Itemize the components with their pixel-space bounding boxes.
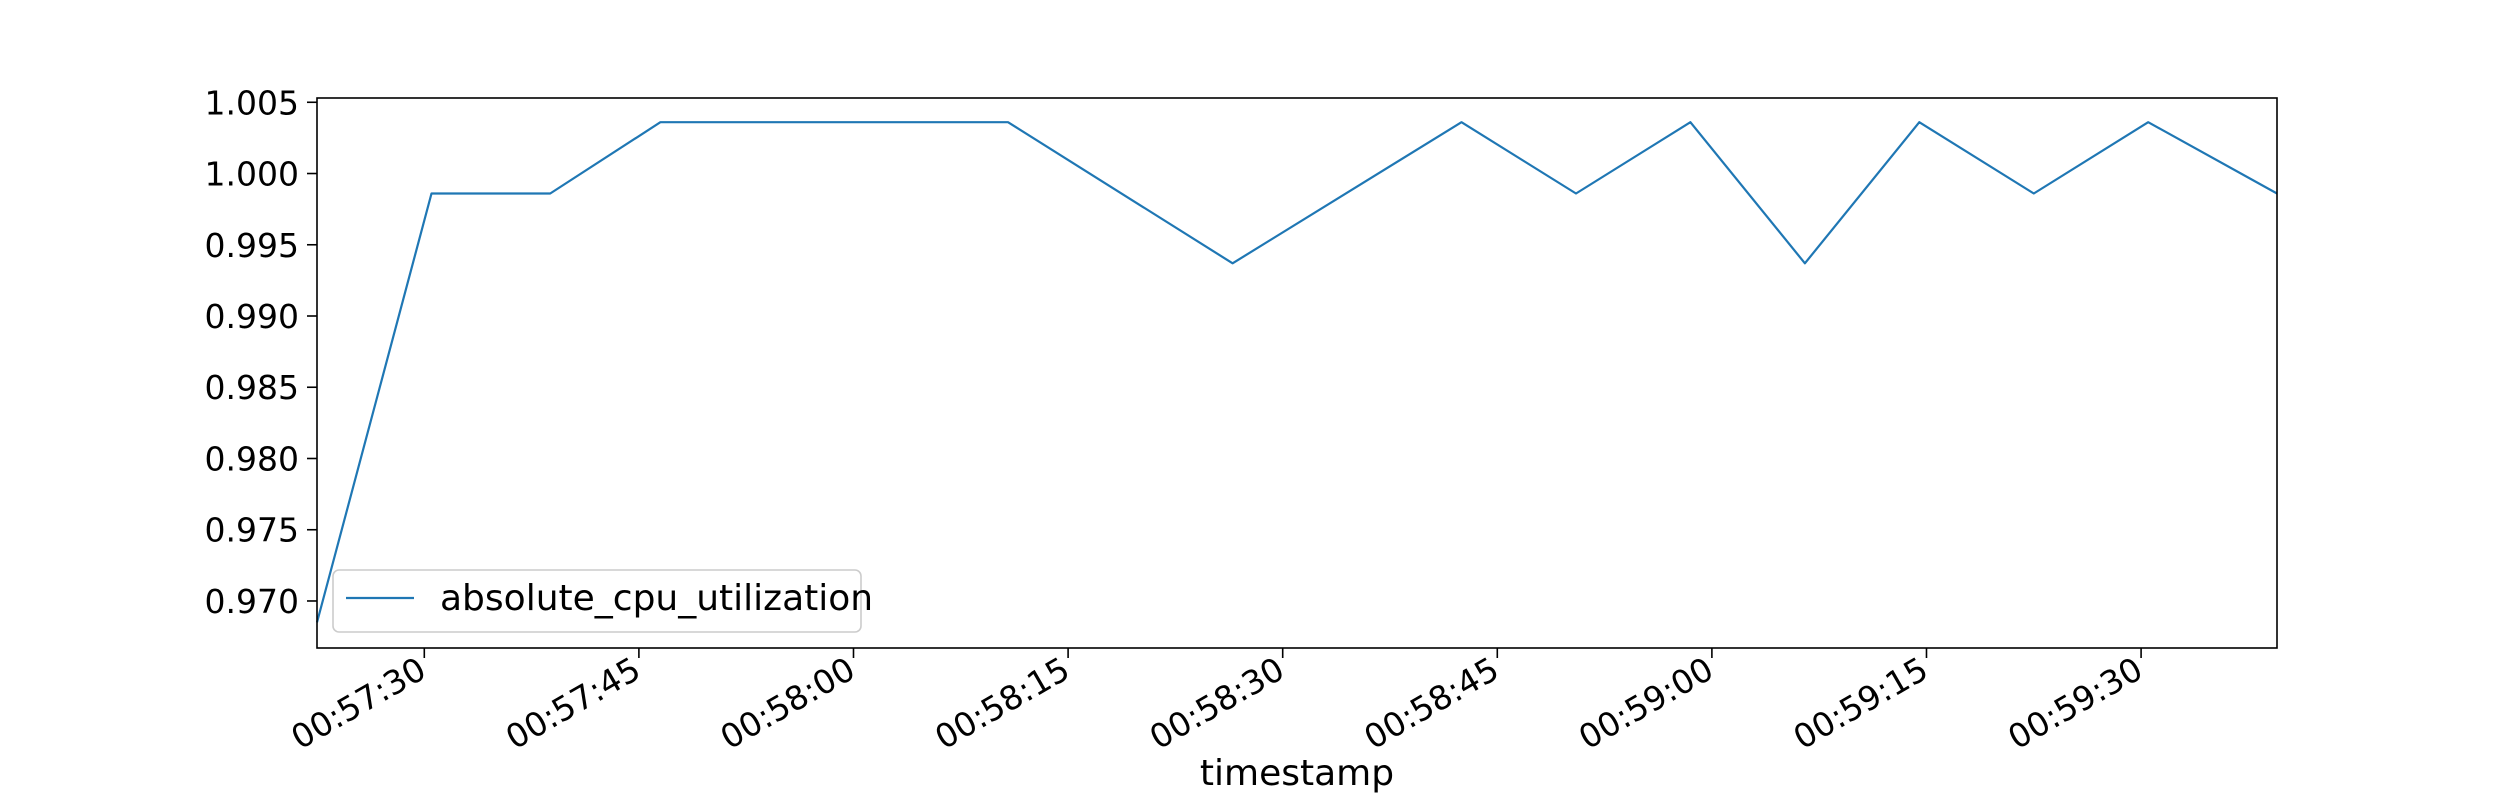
- legend-box: [332, 569, 862, 633]
- legend: absolute_cpu_utilization: [332, 569, 873, 633]
- plot-frame: [316, 97, 2278, 649]
- y-tick-label: 0.980: [205, 439, 299, 478]
- series-line: [315, 121, 2278, 623]
- y-tick-label: 0.995: [205, 226, 299, 265]
- y-tick-label: 0.990: [205, 297, 299, 336]
- x-axis-title: timestamp: [1200, 753, 1394, 794]
- y-tick-label: 0.975: [205, 511, 299, 550]
- y-tick-label: 0.985: [205, 368, 299, 407]
- y-axis: 0.970 0.975 0.980 0.985 0.990 0.995 1.000 1.005: [205, 83, 317, 621]
- series-layer: [315, 121, 2278, 623]
- y-tick-label: 1.000: [205, 155, 299, 194]
- y-tick-label: 1.005: [205, 83, 299, 122]
- legend-label: absolute_cpu_utilization: [440, 578, 873, 619]
- y-tick-label: 0.970: [205, 582, 299, 621]
